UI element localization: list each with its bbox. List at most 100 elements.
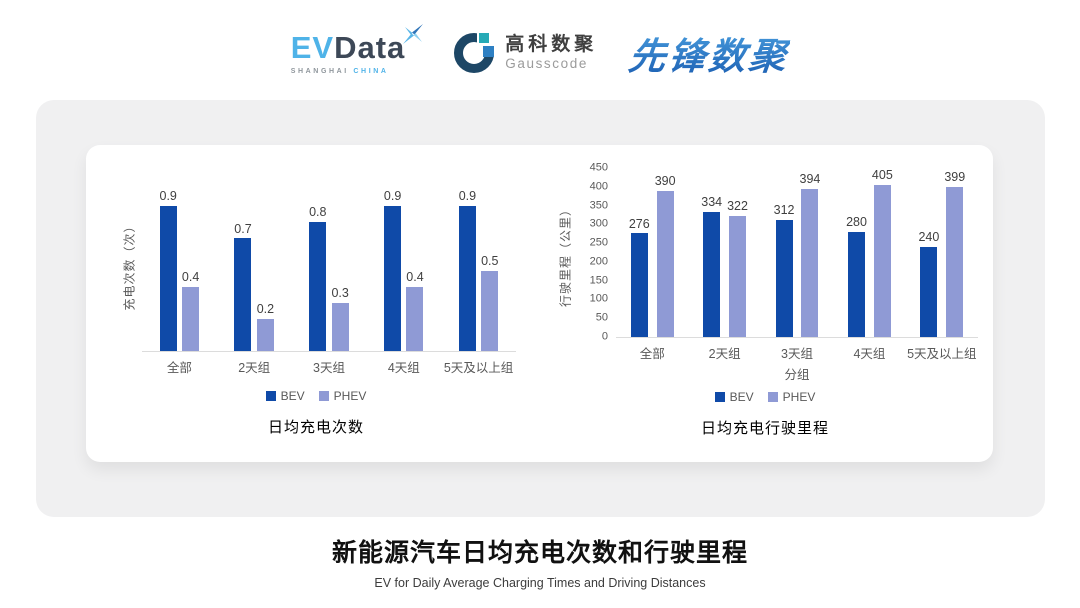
chart-daily-driving-distance: 行驶里程（公里） 450 400 350 300 250 200 150 100 50 0 276…	[552, 162, 978, 438]
bar-wrap: 405	[871, 168, 893, 337]
bar-wrap: 0.3	[331, 285, 349, 351]
category-label: 3天组	[781, 347, 813, 361]
bar-wrap: 0.7	[234, 221, 252, 351]
y-tick-label: 100	[589, 292, 608, 305]
content-panel: 充电次数（次） 0.9 0.4 0.7 0.2 0.8 0.3 0.9 0.4 0.9 0.5 全…	[36, 100, 1045, 517]
bar-wrap: 334	[701, 194, 723, 337]
legend-swatch	[265, 391, 276, 401]
bar-value-label: 0.4	[181, 269, 200, 284]
legend-item: PHEV	[767, 390, 815, 404]
legend-label: PHEV	[333, 389, 367, 403]
category-label: 3天组	[313, 361, 345, 375]
bar-group: 0.9 0.4	[366, 190, 441, 351]
bar-bev	[775, 219, 793, 337]
bar-value-label: 334	[701, 194, 723, 209]
chart-daily-charging-times: 充电次数（次） 0.9 0.4 0.7 0.2 0.8 0.3 0.9 0.4 0.9 0.5 全…	[116, 190, 516, 437]
category-label: 全部	[166, 361, 192, 375]
plot-area: 0.9 0.4 0.7 0.2 0.8 0.3 0.9 0.4 0.9 0.5	[142, 190, 516, 352]
bar-phev	[331, 302, 349, 351]
category-label: 5天及以上组	[907, 347, 977, 361]
x-axis-label: 分组	[784, 368, 810, 382]
evdata-data-text: Data	[334, 29, 406, 65]
legend-item: BEV	[714, 390, 754, 404]
y-tick-label: 50	[595, 311, 608, 324]
bar-bev	[458, 206, 476, 351]
y-axis-label-box: 充电次数（次）	[116, 190, 142, 374]
legend-swatch	[767, 392, 778, 402]
category-label: 2天组	[708, 347, 741, 361]
footer: 新能源汽车日均充电次数和行驶里程 EV for Daily Average Ch…	[0, 533, 1080, 590]
bar-value-label: 240	[918, 230, 940, 245]
bar-bev	[630, 233, 648, 337]
bar-wrap: 394	[799, 172, 821, 337]
y-tick-label: 200	[589, 255, 608, 268]
bar-phev	[481, 270, 499, 351]
pioneer-logo: 先锋数聚	[626, 26, 792, 80]
bar-value-label: 0.8	[309, 205, 327, 220]
bar-wrap: 322	[727, 200, 748, 337]
main-title: 新能源汽车日均充电次数和行驶里程	[331, 539, 748, 567]
legend-label: BEV	[729, 390, 754, 404]
bar-wrap: 0.4	[181, 269, 200, 351]
bar-value-label: 405	[871, 168, 893, 183]
legend: BEV PHEV	[552, 390, 978, 404]
bar-group: 0.7 0.2	[217, 221, 292, 351]
chart-title: 日均充电次数	[267, 419, 364, 436]
evdata-china-text: CHINA	[353, 67, 389, 75]
bar-wrap: 0.4	[406, 269, 424, 351]
y-tick-label: 450	[589, 161, 608, 174]
y-ticks: 450 400 350 300 250 200 150 100 50 0	[578, 162, 608, 381]
category-label: 5天及以上组	[443, 361, 514, 375]
gausscode-logo: 高科数聚 Gausscode	[453, 32, 597, 74]
category-label: 4天组	[387, 361, 420, 375]
bar-group: 0.8 0.3	[292, 206, 367, 351]
bar-bev	[703, 211, 721, 337]
gausscode-wordmark: 高科数聚 Gausscode	[505, 33, 598, 72]
gausscode-en-text: Gausscode	[505, 56, 588, 72]
bar-phev	[729, 216, 747, 337]
subtitle: EV for Daily Average Charging Times and …	[374, 576, 706, 590]
bar-wrap: 0.5	[481, 253, 499, 351]
gausscode-icon	[453, 32, 496, 74]
legend-swatch	[318, 391, 329, 401]
bar-group: 240 399	[906, 171, 978, 337]
bar-phev	[256, 318, 274, 351]
y-tick-label: 250	[589, 236, 608, 249]
categories-row: 全部 2天组 3天组 4天组 5天及以上组	[616, 343, 978, 361]
bar-bev	[847, 231, 865, 337]
bar-bev	[309, 222, 327, 351]
bar-wrap: 0.9	[384, 190, 401, 351]
y-axis-label: 行驶里程（公里）	[558, 203, 573, 308]
bar-wrap: 390	[654, 173, 676, 337]
bar-wrap: 0.9	[459, 190, 476, 351]
bar-group: 276 390	[616, 173, 688, 337]
bar-phev	[182, 286, 200, 351]
chart-title: 日均充电行驶里程	[700, 420, 829, 437]
bar-value-label: 0.3	[331, 285, 349, 300]
plot-area: 276 390 334 322 312 394 280 405 240 399	[616, 168, 978, 338]
bar-phev	[406, 286, 424, 351]
bar-value-label: 312	[773, 203, 795, 218]
bar-phev	[946, 187, 964, 337]
category-label: 2天组	[238, 361, 271, 375]
bar-value-label: 0.5	[481, 253, 499, 268]
bar-group: 312 394	[761, 173, 833, 337]
bar-value-label: 0.4	[406, 269, 424, 284]
bar-value-label: 280	[846, 215, 867, 230]
evdata-shanghai-text: SHANGHAI	[290, 67, 349, 75]
y-tick-label: 400	[589, 180, 608, 193]
bar-group: 334 322	[688, 194, 760, 337]
bar-value-label: 0.7	[234, 221, 252, 236]
gausscode-cn-text: 高科数聚	[505, 33, 598, 55]
categories-row: 全部 2天组 3天组 4天组 5天及以上组	[142, 357, 516, 375]
legend: BEV PHEV	[116, 389, 516, 403]
bar-value-label: 390	[654, 173, 676, 188]
evdata-wordmark: EVData	[291, 32, 406, 63]
bar-bev	[920, 246, 938, 337]
bar-value-label: 394	[799, 172, 821, 187]
evdata-subtext: SHANGHAI CHINA	[291, 68, 406, 75]
bar-bev	[159, 206, 177, 351]
bar-wrap: 240	[918, 230, 940, 337]
bar-value-label: 0.2	[256, 302, 275, 317]
bar-wrap: 0.2	[256, 302, 275, 351]
